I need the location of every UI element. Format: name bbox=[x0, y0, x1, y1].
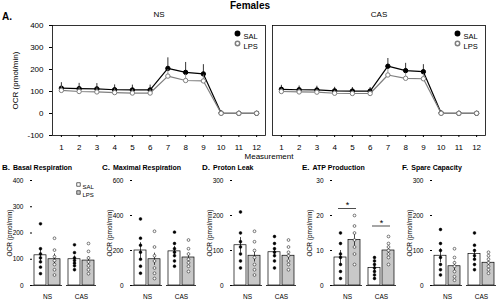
svg-text:0: 0 bbox=[20, 282, 24, 289]
svg-text:SAL: SAL bbox=[464, 32, 478, 41]
svg-text:11: 11 bbox=[235, 143, 244, 151]
svg-text:3: 3 bbox=[315, 143, 320, 151]
html-text:E. ATP Production: E. ATP Production bbox=[302, 163, 365, 172]
svg-text:300: 300 bbox=[213, 177, 224, 184]
svg-text:OCR (pmol/min): OCR (pmol/min) bbox=[306, 210, 314, 257]
svg-text:*: * bbox=[380, 218, 384, 228]
svg-text:200: 200 bbox=[13, 229, 24, 236]
svg-text:11: 11 bbox=[455, 143, 464, 151]
html-text:F. Spare Capacity: F. Spare Capacity bbox=[402, 163, 462, 172]
svg-text:7: 7 bbox=[386, 143, 391, 151]
svg-text:-100: -100 bbox=[27, 131, 44, 140]
svg-text:SAL: SAL bbox=[83, 184, 95, 190]
svg-text:300: 300 bbox=[30, 43, 44, 52]
svg-text:7: 7 bbox=[166, 143, 171, 151]
svg-text:1: 1 bbox=[59, 143, 64, 151]
svg-text:9: 9 bbox=[201, 143, 206, 151]
svg-text:OCR (pmol/min): OCR (pmol/min) bbox=[6, 210, 14, 257]
html-text:C. Maximal Respiration: C. Maximal Respiration bbox=[102, 163, 182, 172]
svg-text:10: 10 bbox=[217, 143, 226, 151]
svg-text:0: 0 bbox=[39, 109, 44, 118]
svg-text:1: 1 bbox=[279, 143, 284, 151]
svg-text:200: 200 bbox=[213, 212, 224, 219]
svg-text:0: 0 bbox=[120, 282, 124, 289]
svg-text:CAS: CAS bbox=[175, 293, 189, 299]
svg-text:12: 12 bbox=[252, 143, 261, 151]
svg-text:400: 400 bbox=[30, 21, 44, 30]
svg-text:8: 8 bbox=[183, 143, 188, 151]
svg-text:6: 6 bbox=[368, 143, 373, 151]
svg-text:NS: NS bbox=[43, 293, 53, 299]
svg-text:4: 4 bbox=[332, 143, 337, 151]
svg-text:OCR (pmol/min): OCR (pmol/min) bbox=[406, 210, 414, 257]
svg-text:200: 200 bbox=[113, 247, 124, 254]
svg-text:300: 300 bbox=[13, 203, 24, 210]
svg-text:CAS: CAS bbox=[275, 293, 289, 299]
svg-text:5: 5 bbox=[130, 143, 135, 151]
svg-text:10: 10 bbox=[316, 247, 324, 254]
svg-text:LPS: LPS bbox=[464, 42, 478, 51]
svg-text:100: 100 bbox=[413, 247, 424, 254]
svg-text:NS: NS bbox=[343, 293, 353, 299]
svg-text:6: 6 bbox=[148, 143, 153, 151]
svg-text:100: 100 bbox=[213, 247, 224, 254]
svg-text:100: 100 bbox=[13, 255, 24, 262]
svg-text:SAL: SAL bbox=[244, 32, 258, 41]
svg-text:OCR (pmol/min): OCR (pmol/min) bbox=[106, 210, 114, 257]
svg-text:600: 600 bbox=[113, 177, 124, 184]
html-text:Measurement: Measurement bbox=[244, 152, 294, 161]
svg-text:LPS: LPS bbox=[244, 42, 258, 51]
svg-text:LPS: LPS bbox=[83, 192, 94, 198]
svg-text:0: 0 bbox=[320, 282, 324, 289]
svg-text:30: 30 bbox=[316, 177, 324, 184]
svg-text:OCR (pmol/min): OCR (pmol/min) bbox=[11, 51, 20, 109]
svg-text:200: 200 bbox=[413, 212, 424, 219]
svg-text:0: 0 bbox=[420, 282, 424, 289]
svg-text:CAS: CAS bbox=[75, 293, 89, 299]
svg-text:2: 2 bbox=[77, 143, 82, 151]
svg-text:NS: NS bbox=[243, 293, 253, 299]
svg-text:*: * bbox=[346, 200, 350, 210]
svg-text:400: 400 bbox=[13, 177, 24, 184]
svg-text:300: 300 bbox=[413, 177, 424, 184]
svg-text:CAS: CAS bbox=[375, 293, 389, 299]
svg-text:NS: NS bbox=[143, 293, 153, 299]
svg-text:NS: NS bbox=[153, 11, 164, 19]
svg-text:200: 200 bbox=[30, 65, 44, 74]
html-text:A.: A. bbox=[2, 11, 12, 22]
html-text:Females: Females bbox=[230, 0, 270, 11]
svg-text:4: 4 bbox=[112, 143, 117, 151]
svg-text:3: 3 bbox=[95, 143, 100, 151]
svg-text:OCR (pmol/min): OCR (pmol/min) bbox=[206, 210, 214, 257]
svg-text:CAS: CAS bbox=[371, 11, 387, 19]
svg-text:NS: NS bbox=[443, 293, 453, 299]
svg-text:12: 12 bbox=[472, 143, 481, 151]
svg-text:0: 0 bbox=[220, 282, 224, 289]
svg-text:100: 100 bbox=[30, 87, 44, 96]
html-text:D. Proton Leak: D. Proton Leak bbox=[202, 163, 254, 172]
svg-text:400: 400 bbox=[113, 212, 124, 219]
svg-text:5: 5 bbox=[350, 143, 355, 151]
svg-text:8: 8 bbox=[403, 143, 408, 151]
html-text:B. Basal Respiration: B. Basal Respiration bbox=[2, 163, 73, 172]
svg-text:9: 9 bbox=[421, 143, 426, 151]
svg-text:2: 2 bbox=[297, 143, 302, 151]
svg-text:CAS: CAS bbox=[475, 293, 489, 299]
svg-text:10: 10 bbox=[437, 143, 446, 151]
svg-text:20: 20 bbox=[316, 212, 324, 219]
